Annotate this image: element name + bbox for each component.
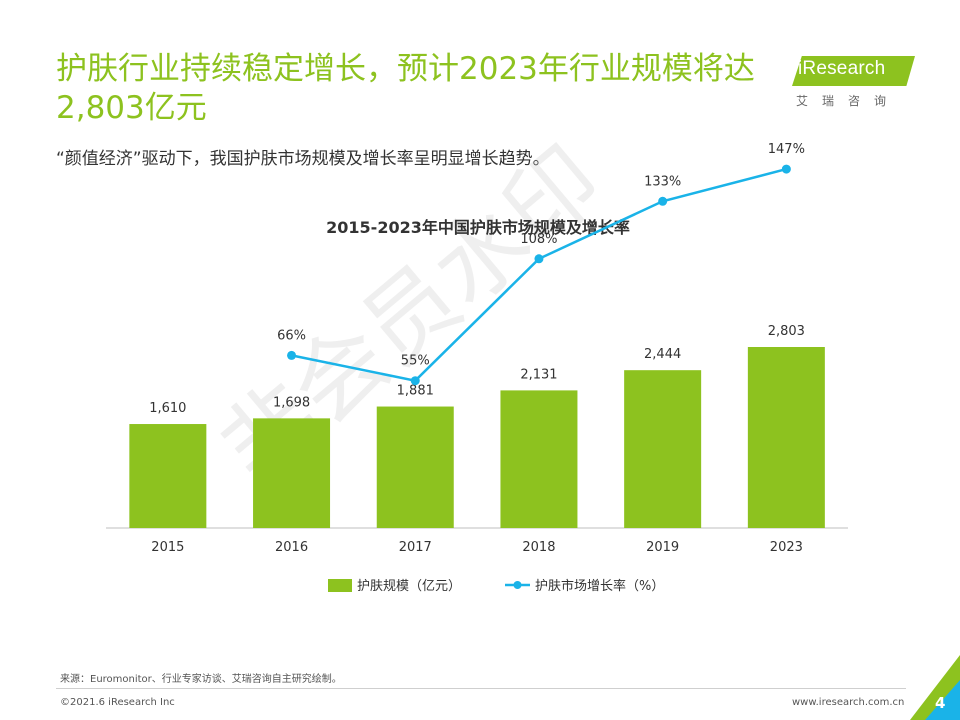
bar-2017 xyxy=(376,406,454,528)
bar-label-2018: 2,131 xyxy=(520,367,557,382)
bar-label-2016: 1,698 xyxy=(273,395,310,410)
page-title: 护肤行业持续稳定增长，预计2023年行业规模将达2,803亿元 xyxy=(56,51,755,126)
legend-bar-swatch xyxy=(328,579,352,592)
footer-source: 来源：Euromonitor、行业专家访谈、艾瑞咨询自主研究绘制。 xyxy=(60,674,342,685)
growth-point-2023 xyxy=(781,164,791,174)
bar-2019 xyxy=(624,370,702,528)
x-tick-2019: 2019 xyxy=(646,540,679,555)
footer-url[interactable]: www.iresearch.com.cn xyxy=(792,697,905,708)
x-tick-2017: 2017 xyxy=(399,540,432,555)
logo-text: iResearch xyxy=(798,58,886,79)
bar-label-2017: 1,881 xyxy=(397,384,434,399)
page-subtitle: “颜值经济”驱动下，我国护肤市场规模及增长率呈明显增长趋势。 xyxy=(56,149,550,169)
bar-label-2015: 1,610 xyxy=(149,401,186,416)
legend-line-marker xyxy=(513,581,522,589)
iresearch-logo: iResearch 艾瑞咨询 xyxy=(792,50,917,112)
logo-subtext: 艾瑞咨询 xyxy=(796,94,901,108)
chart-title: 2015-2023年中国护肤市场规模及增长率 xyxy=(326,218,630,237)
growth-point-2017 xyxy=(410,376,420,386)
growth-label-2018: 108% xyxy=(520,232,557,247)
legend-bar-label: 护肤规模（亿元） xyxy=(357,579,461,594)
page-number: 4 xyxy=(935,694,946,712)
growth-label-2023: 147% xyxy=(768,142,805,157)
bar-2023 xyxy=(747,347,825,528)
bar-2016 xyxy=(253,418,331,528)
x-tick-2018: 2018 xyxy=(522,540,555,555)
growth-label-2016: 66% xyxy=(277,328,306,343)
corner-decoration xyxy=(910,655,960,720)
x-tick-2023: 2023 xyxy=(770,540,803,555)
x-tick-2016: 2016 xyxy=(275,540,308,555)
growth-point-2018 xyxy=(534,254,544,264)
bar-2018 xyxy=(500,390,578,528)
x-tick-2015: 2015 xyxy=(151,540,184,555)
bar-label-2019: 2,444 xyxy=(644,347,681,362)
growth-label-2019: 133% xyxy=(644,174,681,189)
growth-rate-line xyxy=(291,167,787,383)
bar-label-2023: 2,803 xyxy=(768,324,805,339)
logo-badge xyxy=(792,56,915,86)
footer-copyright: ©2021.6 iResearch Inc xyxy=(60,697,175,708)
growth-point-2019 xyxy=(658,196,668,206)
growth-point-2016 xyxy=(287,350,297,360)
growth-label-2017: 55% xyxy=(401,354,430,369)
bar-2015 xyxy=(129,424,207,528)
legend-line-label: 护肤市场增长率（%） xyxy=(535,578,664,594)
footer-divider xyxy=(56,688,906,689)
